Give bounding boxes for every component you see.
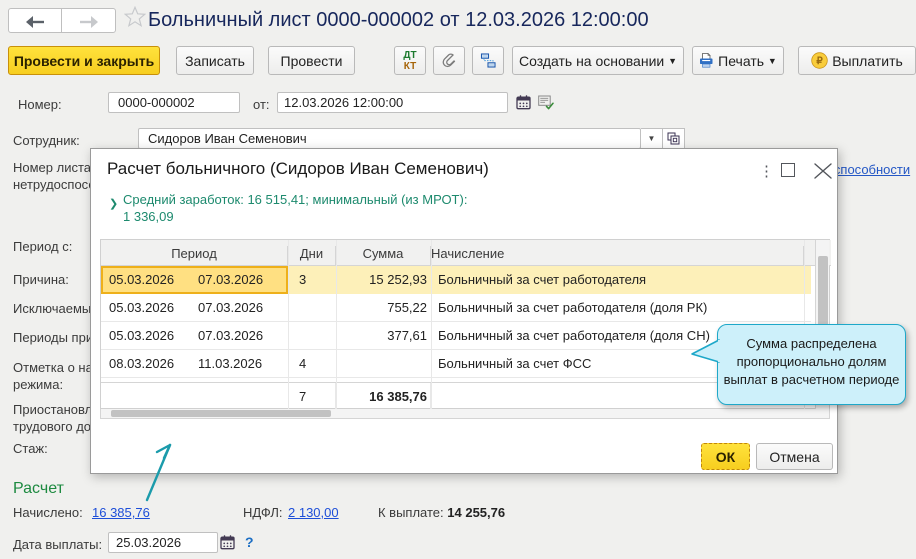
svg-text:₽: ₽ [817,56,824,67]
